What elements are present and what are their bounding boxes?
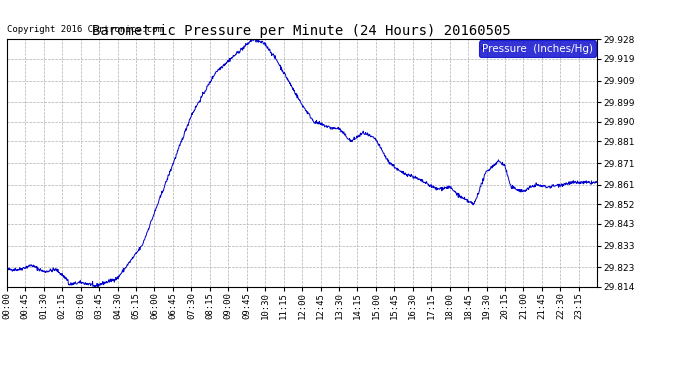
Legend: Pressure  (Inches/Hg): Pressure (Inches/Hg) [479,40,595,57]
Text: Copyright 2016 Cartronics.com: Copyright 2016 Cartronics.com [7,26,163,34]
Title: Barometric Pressure per Minute (24 Hours) 20160505: Barometric Pressure per Minute (24 Hours… [92,24,511,38]
